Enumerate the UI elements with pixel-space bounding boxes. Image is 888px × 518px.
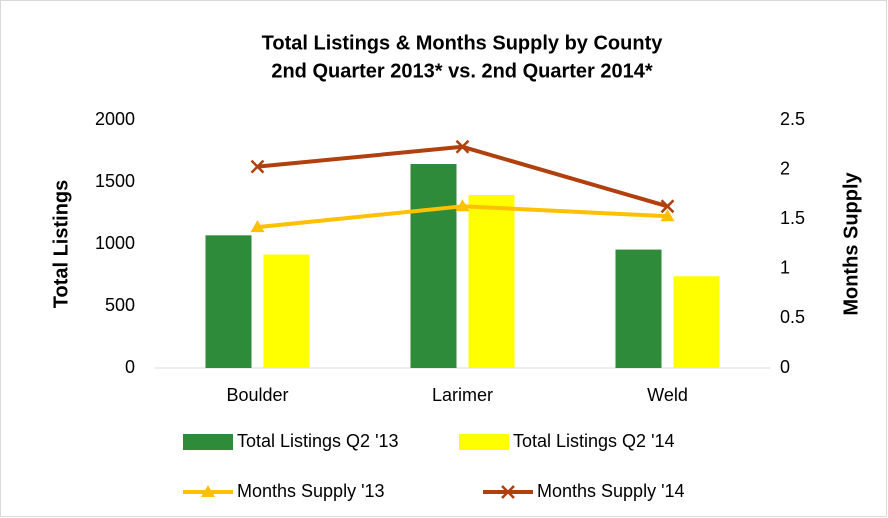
chart-title: Total Listings & Months Supply by County xyxy=(262,32,664,54)
y2-tick-label: 0.5 xyxy=(780,307,805,327)
y2-axis-title: Months Supply xyxy=(840,171,862,315)
legend-label: Total Listings Q2 '13 xyxy=(237,431,399,451)
x-tick-label: Boulder xyxy=(226,385,288,405)
point-marker xyxy=(455,139,470,154)
bar xyxy=(263,254,310,368)
point-marker xyxy=(660,209,675,222)
bar xyxy=(410,164,457,368)
point-marker xyxy=(250,159,265,174)
y-axis-title: Total Listings xyxy=(50,180,72,309)
chart-subtitle: 2nd Quarter 2013* vs. 2nd Quarter 2014* xyxy=(271,60,653,82)
y-tick-label: 1000 xyxy=(95,233,135,253)
bar xyxy=(615,249,662,368)
point-marker xyxy=(250,220,265,233)
bar xyxy=(468,195,515,368)
legend-marker xyxy=(501,485,515,499)
y-tick-label: 2000 xyxy=(95,109,135,129)
bar xyxy=(673,276,720,368)
y2-tick-label: 1 xyxy=(780,258,790,278)
bar xyxy=(205,235,252,368)
legend-label: Total Listings Q2 '14 xyxy=(513,431,675,451)
y-tick-label: 1500 xyxy=(95,171,135,191)
x-tick-label: Larimer xyxy=(432,385,493,405)
y2-tick-label: 2 xyxy=(780,158,790,178)
y2-tick-label: 1.5 xyxy=(780,208,805,228)
x-tick-label: Weld xyxy=(647,385,688,405)
y-tick-label: 0 xyxy=(125,357,135,377)
y2-tick-label: 0 xyxy=(780,357,790,377)
legend-label: Months Supply '13 xyxy=(237,481,385,501)
legend-marker xyxy=(201,485,215,497)
legend-swatch xyxy=(183,434,233,450)
point-marker xyxy=(455,199,470,212)
y-tick-label: 500 xyxy=(105,295,135,315)
y2-tick-label: 2.5 xyxy=(780,109,805,129)
legend-swatch xyxy=(459,434,509,450)
point-marker xyxy=(660,199,675,214)
legend-label: Months Supply '14 xyxy=(537,481,685,501)
